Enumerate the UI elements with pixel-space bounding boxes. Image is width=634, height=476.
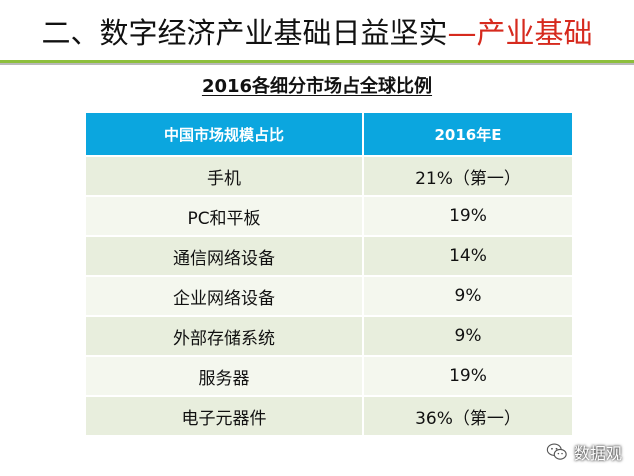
share-cell: 36%（第一）: [362, 395, 574, 437]
table-row: 手机 21%（第一）: [84, 155, 574, 197]
watermark: 数据观: [546, 440, 622, 464]
market-share-table: 中国市场规模占比 2016年E 手机 21%（第一） PC和平板 19% 通信网…: [84, 111, 574, 437]
share-cell: 9%: [362, 315, 574, 357]
table-row: 服务器 19%: [84, 355, 574, 397]
column-header-segment: 中国市场规模占比: [84, 111, 364, 157]
column-header-year: 2016年E: [362, 111, 574, 157]
title-divider-gray: [0, 63, 634, 65]
table-row: 外部存储系统 9%: [84, 315, 574, 357]
segment-cell: 通信网络设备: [84, 235, 364, 277]
segment-cell: 手机: [84, 155, 364, 197]
segment-cell: 电子元器件: [84, 395, 364, 437]
table-row: 企业网络设备 9%: [84, 275, 574, 317]
segment-cell: 服务器: [84, 355, 364, 397]
watermark-text: 数据观: [574, 444, 623, 463]
slide-title-accent: —产业基础: [447, 16, 593, 50]
share-cell: 14%: [362, 235, 574, 277]
title-divider-green: [0, 60, 634, 63]
table-header-row: 中国市场规模占比 2016年E: [84, 111, 574, 157]
table-title: 2016各细分市场占全球比例: [201, 76, 433, 97]
segment-cell: PC和平板: [84, 195, 364, 237]
table-row: PC和平板 19%: [84, 195, 574, 237]
segment-cell: 外部存储系统: [84, 315, 364, 357]
slide-title: 二、数字经济产业基础日益坚实 —产业基础: [0, 0, 634, 62]
wechat-icon: [546, 443, 567, 460]
slide-title-main: 二、数字经济产业基础日益坚实: [41, 16, 448, 50]
share-cell: 19%: [362, 195, 574, 237]
share-cell: 19%: [362, 355, 574, 397]
share-cell: 21%（第一）: [362, 155, 574, 197]
segment-cell: 企业网络设备: [84, 275, 364, 317]
share-cell: 9%: [362, 275, 574, 317]
table-row: 通信网络设备 14%: [84, 235, 574, 277]
table-row: 电子元器件 36%（第一）: [84, 395, 574, 437]
